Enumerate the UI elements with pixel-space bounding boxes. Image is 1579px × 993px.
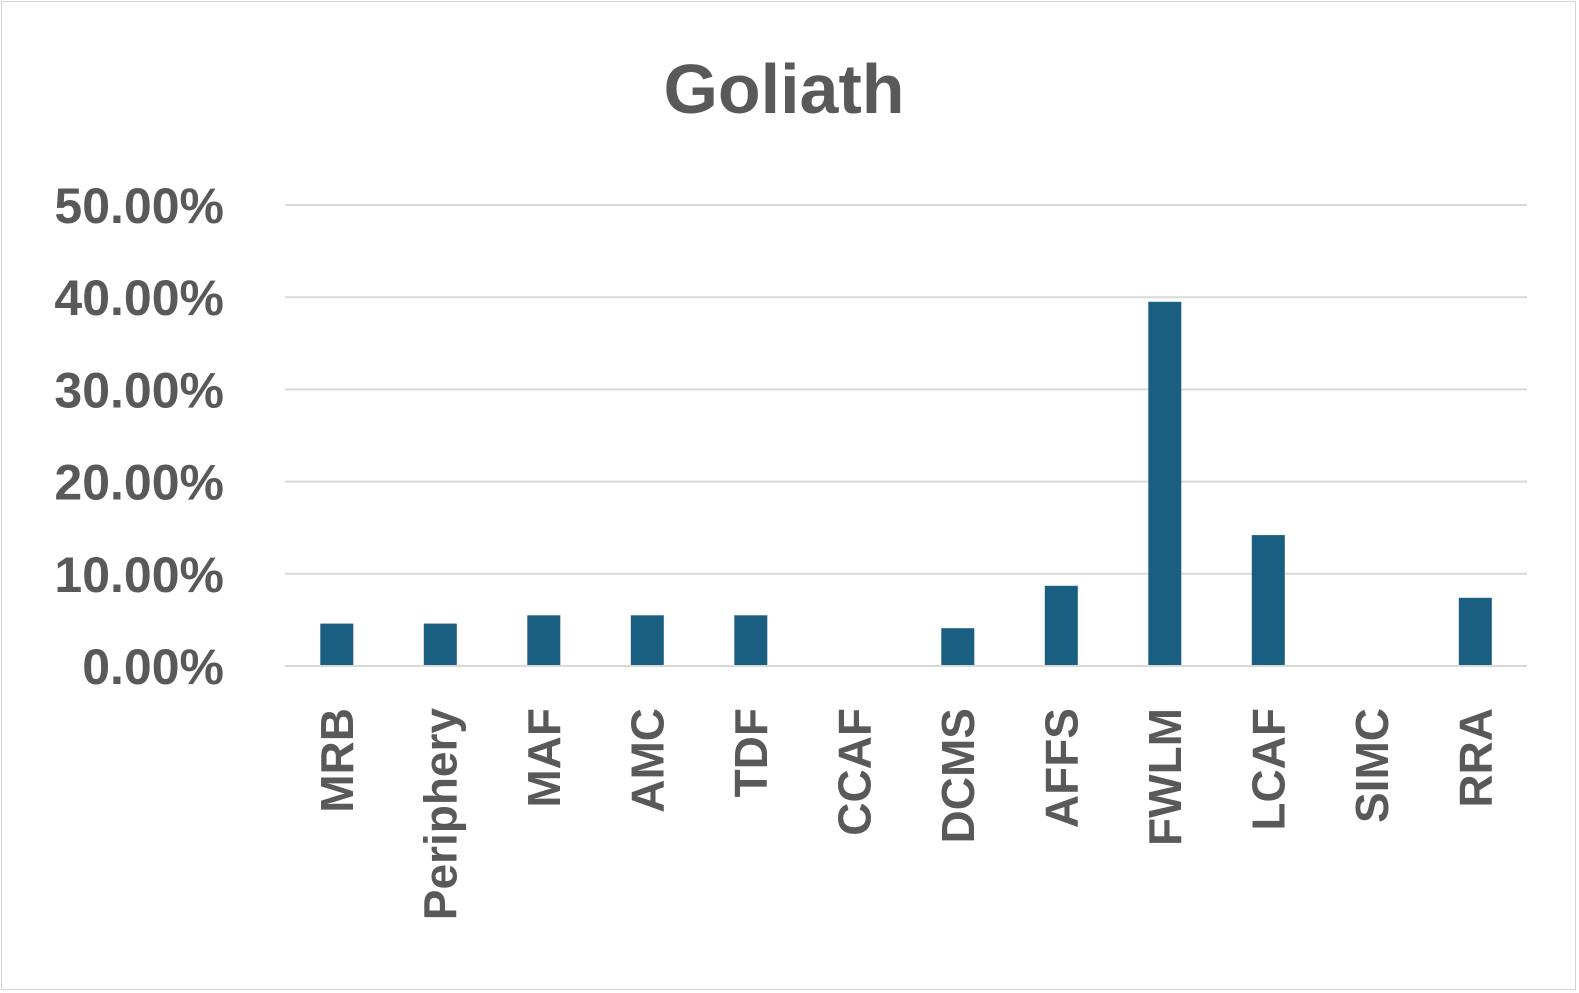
bar-periphery <box>423 623 457 666</box>
x-tick-label: FWLM <box>1139 708 1191 846</box>
x-tick-label: RRA <box>1449 708 1501 808</box>
x-tick-label: CCAF <box>828 708 880 836</box>
x-tick-label: Periphery <box>414 708 466 921</box>
x-tick-label: AMC <box>621 708 673 813</box>
bar-maf <box>527 615 561 666</box>
x-tick-label: AFFS <box>1035 708 1087 828</box>
gridlines <box>285 204 1527 575</box>
x-tick-label: LCAF <box>1242 708 1294 831</box>
y-tick-label: 30.00% <box>54 362 224 418</box>
bar-lcaf <box>1251 535 1285 666</box>
y-tick-label: 40.00% <box>54 270 224 326</box>
x-tick-label: MAF <box>518 708 570 808</box>
x-tick-label: MRB <box>311 708 363 813</box>
bar-amc <box>630 615 664 666</box>
bar-dcms <box>941 628 975 666</box>
bar-affs <box>1044 585 1078 666</box>
chart-title: Goliath <box>663 50 904 128</box>
y-tick-label: 10.00% <box>54 547 224 603</box>
y-tick-label: 0.00% <box>82 639 224 695</box>
y-tick-label: 50.00% <box>54 178 224 234</box>
x-axis-category-labels: MRB Periphery MAF AMC TDF CCAF DCMS AFFS FWLM LCA… <box>311 708 1502 921</box>
bar-rra <box>1458 597 1492 666</box>
bars <box>320 301 1492 666</box>
y-axis-tick-labels: 0.00% 10.00% 20.00% 30.00% 40.00% 50.00% <box>54 178 224 695</box>
y-tick-label: 20.00% <box>54 455 224 511</box>
bar-mrb <box>320 623 354 666</box>
bar-fwlm <box>1148 301 1182 666</box>
x-tick-label: TDF <box>725 708 777 797</box>
x-tick-label: DCMS <box>932 708 984 843</box>
x-tick-label: SIMC <box>1346 708 1398 823</box>
bar-tdf <box>734 615 768 666</box>
